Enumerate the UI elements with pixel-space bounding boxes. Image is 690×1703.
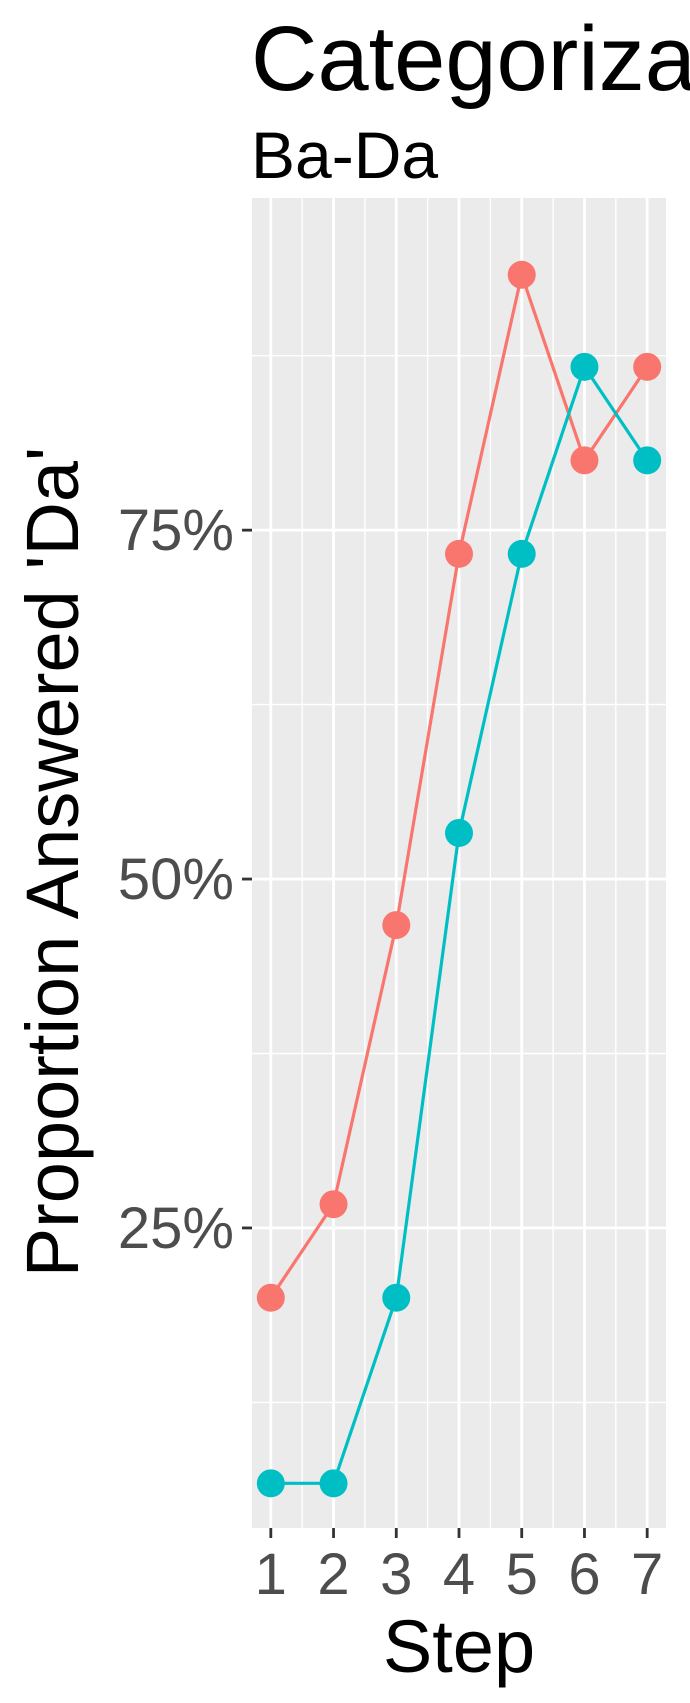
x-tick-label: 1 [255, 1542, 287, 1607]
data-point-s1-x2 [319, 1190, 348, 1219]
data-point-s2-x6 [570, 352, 599, 381]
x-tick-label: 4 [443, 1542, 475, 1607]
data-point-s1-x4 [445, 539, 473, 568]
data-point-s1-x5 [507, 260, 536, 289]
axis-ticks [242, 528, 649, 1538]
data-point-s2-x1 [256, 1469, 285, 1498]
y-tick-label: 25% [118, 1196, 234, 1261]
x-tick-label: 5 [506, 1542, 538, 1607]
x-tick-label: 6 [568, 1542, 600, 1607]
data-point-s2-x7 [633, 446, 662, 475]
data-point-s1-x6 [570, 446, 599, 475]
y-tick-label: 75% [118, 498, 234, 563]
y-tick-labels: 25% 50% 75% [118, 498, 234, 1261]
data-point-s1-x1 [256, 1283, 285, 1312]
y-tick-label: 50% [118, 847, 234, 912]
data-point-s2-x2 [319, 1469, 348, 1498]
y-axis-title: Proportion Answered 'Da' [11, 447, 94, 1277]
data-point-s2-x4 [445, 818, 473, 847]
x-tick-label: 3 [380, 1542, 412, 1607]
x-tick-label: 7 [631, 1542, 663, 1607]
series-points [256, 260, 662, 1498]
data-point-s1-x3 [382, 911, 411, 940]
x-tick-label: 2 [317, 1542, 349, 1607]
chart-title: Categorizat [251, 8, 690, 110]
data-point-s2-x3 [382, 1283, 411, 1312]
chart-subtitle: Ba-Da [251, 118, 438, 192]
data-point-s2-x5 [507, 539, 536, 568]
data-point-s1-x7 [633, 352, 662, 381]
x-axis-title: Step [383, 1605, 535, 1688]
